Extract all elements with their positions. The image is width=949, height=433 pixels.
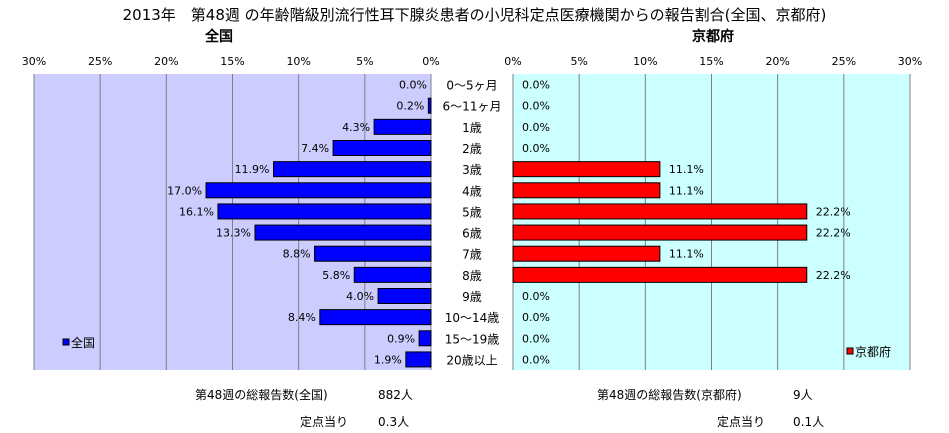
right-data-label: 22.2% bbox=[816, 205, 851, 218]
right-data-label: 0.0% bbox=[522, 121, 550, 134]
right-per-value: 0.1人 bbox=[793, 415, 825, 429]
right-data-label: 0.0% bbox=[522, 290, 550, 303]
right-data-label: 0.0% bbox=[522, 79, 550, 92]
left-bar bbox=[353, 266, 432, 283]
category-label: 8歳 bbox=[462, 269, 482, 283]
right-bar bbox=[512, 203, 808, 220]
category-label: 7歳 bbox=[462, 248, 482, 262]
right-bar bbox=[512, 182, 661, 199]
right-x-tick-label: 30% bbox=[898, 55, 922, 68]
left-data-label: 4.3% bbox=[342, 121, 370, 134]
right-total-label: 第48週の総報告数(京都府) bbox=[597, 388, 742, 402]
right-per-label: 定点当り bbox=[717, 415, 766, 429]
category-label: 3歳 bbox=[462, 163, 482, 177]
right-data-label: 11.1% bbox=[669, 163, 704, 176]
category-label: 0～5ヶ月 bbox=[446, 79, 497, 93]
left-data-label: 1.9% bbox=[374, 353, 402, 366]
right-x-tick-label: 25% bbox=[832, 55, 856, 68]
category-label: 10～14歳 bbox=[445, 311, 500, 325]
left-bar bbox=[273, 161, 432, 178]
left-bar bbox=[377, 288, 432, 304]
right-x-tick-label: 20% bbox=[765, 55, 789, 68]
left-total-value: 882人 bbox=[378, 388, 413, 402]
left-bar bbox=[332, 140, 432, 156]
right-data-label: 11.1% bbox=[669, 248, 704, 261]
category-label: 2歳 bbox=[462, 142, 482, 156]
left-bar bbox=[314, 245, 432, 262]
right-data-label: 0.0% bbox=[522, 100, 550, 113]
left-data-label: 13.3% bbox=[216, 227, 251, 240]
category-label: 9歳 bbox=[462, 290, 482, 304]
left-x-tick-label: 20% bbox=[154, 55, 178, 68]
left-chart-title: 全国 bbox=[205, 29, 233, 45]
right-bar bbox=[512, 224, 808, 241]
category-label: 5歳 bbox=[462, 205, 482, 219]
left-data-label: 0.2% bbox=[396, 100, 424, 113]
left-data-label: 16.1% bbox=[179, 205, 214, 218]
category-label: 6歳 bbox=[462, 227, 482, 241]
right-x-tick-label: 0% bbox=[504, 55, 521, 68]
left-data-label: 11.9% bbox=[235, 163, 270, 176]
left-legend-swatch bbox=[62, 338, 70, 346]
category-labels: 0～5ヶ月 6～11ヶ月 1歳 2歳 3歳 4歳 5歳 6歳 7歳 8歳 9歳 10～14歳 15～19… bbox=[443, 79, 502, 368]
right-chart-title: 京都府 bbox=[692, 29, 734, 45]
left-legend-label: 全国 bbox=[71, 335, 95, 350]
right-bar bbox=[512, 161, 661, 178]
left-bar bbox=[418, 330, 432, 347]
left-data-label: 17.0% bbox=[167, 184, 202, 197]
right-data-label: 22.2% bbox=[816, 227, 851, 240]
right-legend-label: 京都府 bbox=[855, 344, 891, 359]
right-x-tick-label: 15% bbox=[699, 55, 723, 68]
left-per-label: 定点当り bbox=[300, 415, 349, 429]
left-total-label: 第48週の総報告数(全国) bbox=[195, 388, 328, 402]
left-bar bbox=[254, 224, 432, 241]
right-data-label: 0.0% bbox=[522, 332, 550, 345]
category-label: 1歳 bbox=[462, 121, 482, 135]
right-data-label: 0.0% bbox=[522, 311, 550, 324]
left-data-label: 5.8% bbox=[322, 269, 350, 282]
left-bar bbox=[373, 118, 432, 135]
left-per-value: 0.3人 bbox=[378, 415, 410, 429]
right-x-tick-label: 10% bbox=[633, 55, 657, 68]
right-chart: 0% 5% 10% 15% 20% 25% 30% 0.0% 0.0% 0.0% 0.0% 11.1%… bbox=[504, 55, 922, 370]
right-bar bbox=[512, 266, 808, 283]
left-bar bbox=[319, 309, 432, 326]
left-x-tick-label: 30% bbox=[22, 55, 46, 68]
left-data-label: 4.0% bbox=[346, 290, 374, 303]
left-bar bbox=[205, 182, 432, 199]
left-data-label: 0.9% bbox=[387, 332, 415, 345]
right-bar bbox=[512, 245, 661, 262]
left-x-tick-label: 25% bbox=[88, 55, 112, 68]
left-data-label: 8.8% bbox=[283, 248, 311, 261]
right-data-label: 11.1% bbox=[669, 184, 704, 197]
right-x-tick-label: 5% bbox=[570, 55, 587, 68]
left-bar bbox=[217, 203, 432, 220]
left-bar bbox=[405, 351, 432, 368]
right-data-label: 22.2% bbox=[816, 269, 851, 282]
left-x-tick-label: 10% bbox=[286, 55, 310, 68]
category-label: 20歳以上 bbox=[446, 353, 497, 367]
left-data-label: 0.0% bbox=[399, 79, 427, 92]
category-label: 15～19歳 bbox=[445, 332, 500, 346]
right-legend-swatch bbox=[846, 347, 854, 355]
left-data-label: 7.4% bbox=[301, 142, 329, 155]
left-x-tick-label: 15% bbox=[220, 55, 244, 68]
left-chart: 30% 25% 20% 15% 10% 5% 0% 0.0% 0.2% 4.3% 7.4% 11.9%… bbox=[22, 55, 440, 370]
left-x-tick-label: 5% bbox=[356, 55, 373, 68]
chart-title: 2013年 第48週 の年齢階級別流行性耳下腺炎患者の小児科定点医療機関からの報… bbox=[122, 6, 827, 24]
right-data-label: 0.0% bbox=[522, 142, 550, 155]
left-data-label: 8.4% bbox=[288, 311, 316, 324]
left-bar bbox=[427, 97, 432, 114]
right-total-value: 9人 bbox=[793, 388, 813, 402]
category-label: 6～11ヶ月 bbox=[443, 100, 502, 114]
left-x-tick-label: 0% bbox=[422, 55, 439, 68]
right-data-label: 0.0% bbox=[522, 353, 550, 366]
category-label: 4歳 bbox=[462, 184, 482, 198]
